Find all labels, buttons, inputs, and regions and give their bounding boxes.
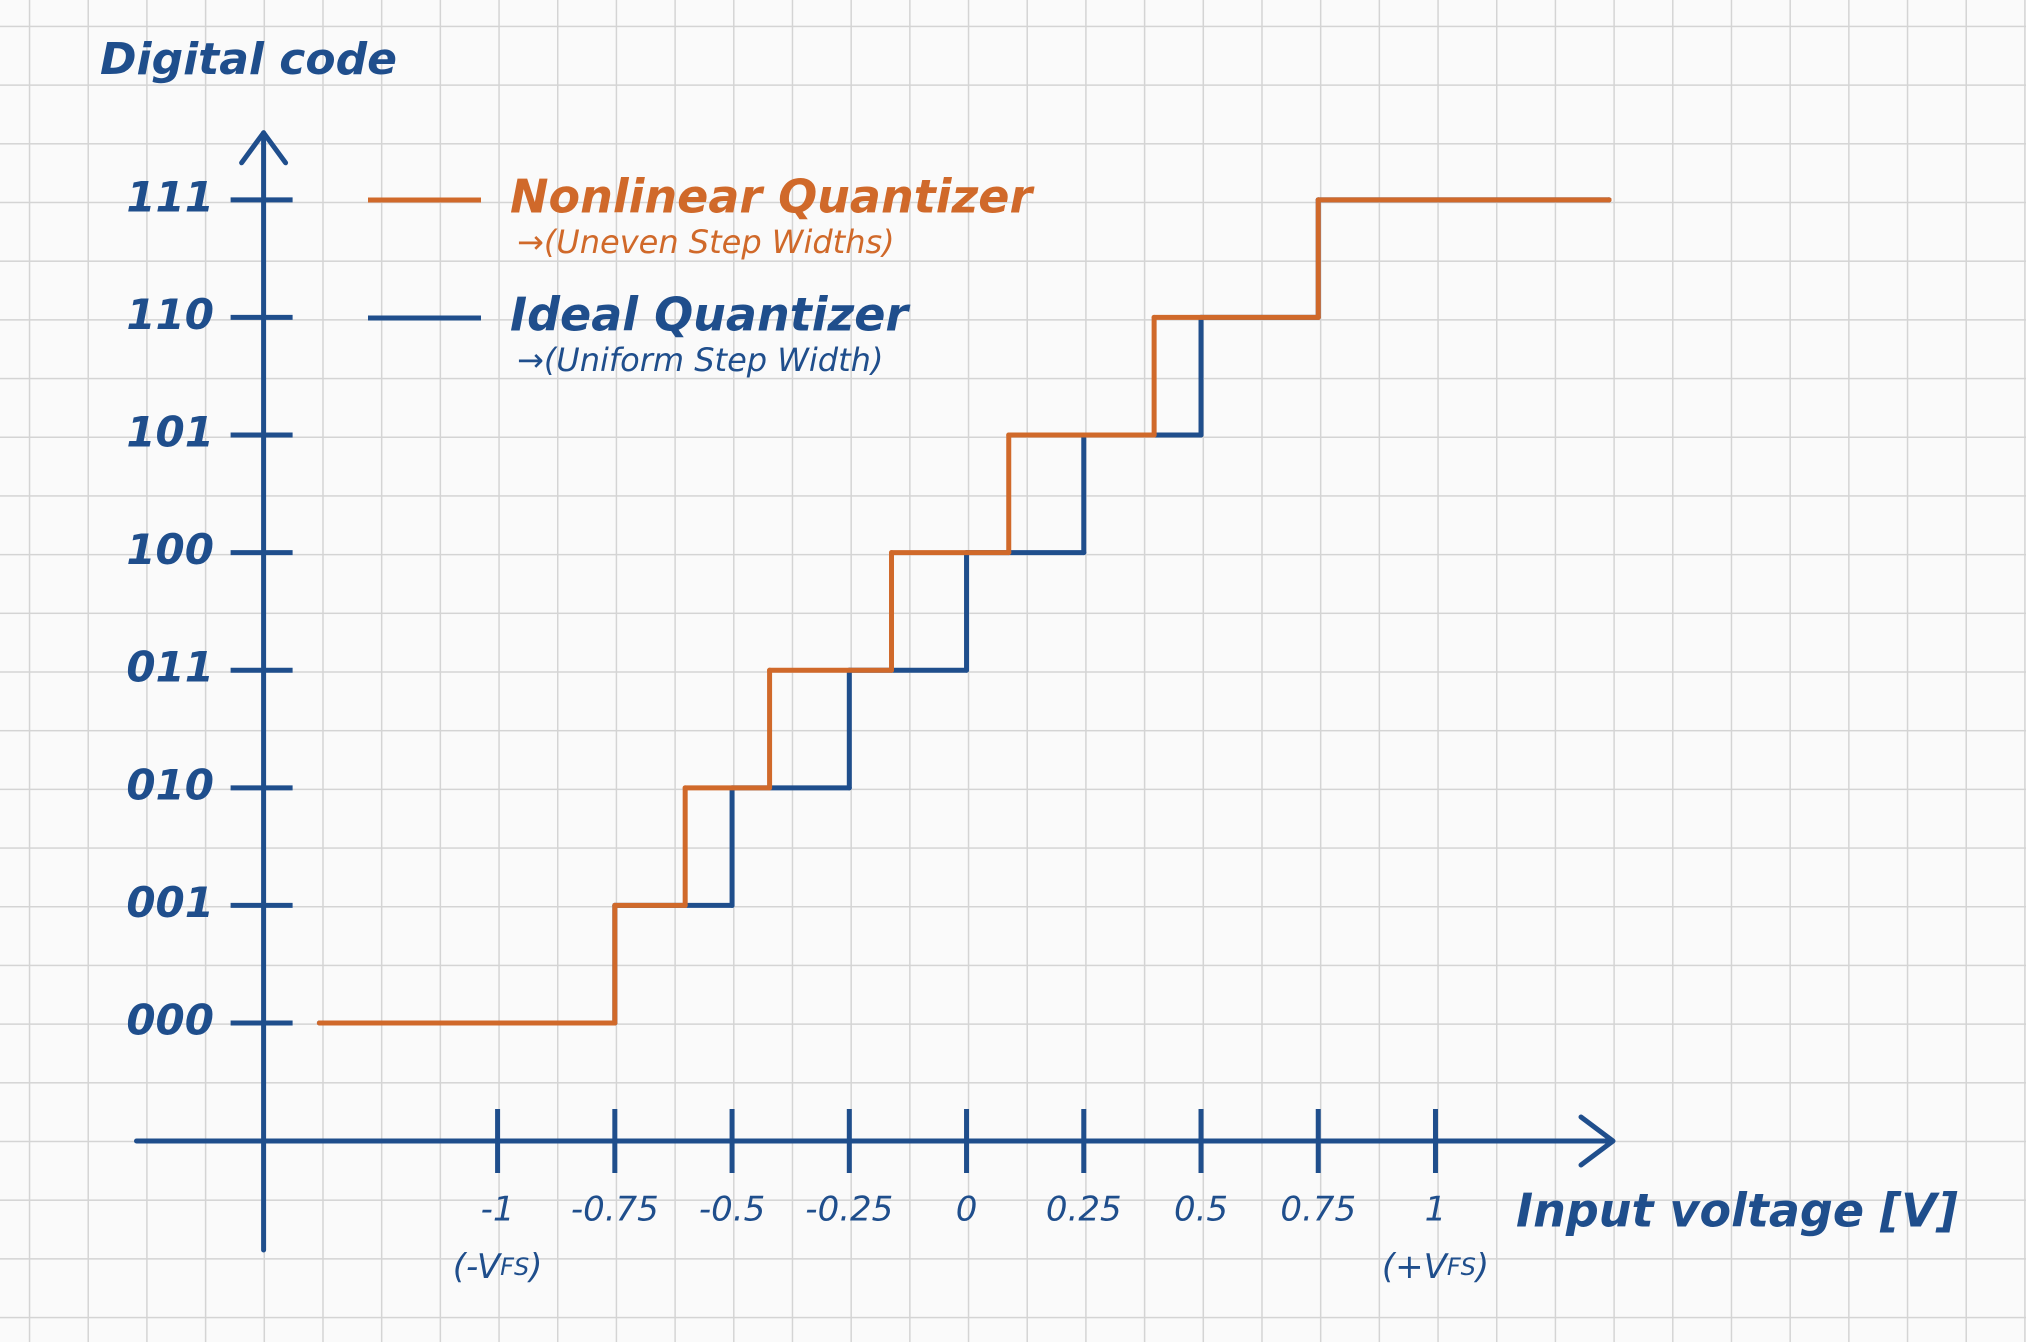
x-tick-note-part: (-V <box>453 1247 503 1287</box>
y-tick-label: 010 <box>126 760 214 809</box>
y-axis-arrow <box>239 130 289 166</box>
x-tick-label: -0.25 <box>805 1190 893 1230</box>
legend-note: →(Uneven Step Widths) <box>517 223 895 261</box>
y-tick-label: 001 <box>126 878 214 927</box>
x-axis-title: Input voltage [V] <box>1516 1184 1958 1238</box>
y-tick-label: 101 <box>126 408 214 457</box>
legend-label: Ideal Quantizer <box>510 288 911 342</box>
x-tick-label: 0.25 <box>1046 1190 1122 1230</box>
x-tick-label: 1 <box>1425 1190 1447 1230</box>
x-tick-note-part: ) <box>526 1247 542 1287</box>
x-axis-arrow <box>1578 1114 1616 1168</box>
y-tick-label: 110 <box>126 290 214 339</box>
legend-note: →(Uniform Step Width) <box>517 341 883 379</box>
x-tick-note-subscript: FS <box>500 1253 529 1281</box>
y-tick-label: 000 <box>126 996 214 1045</box>
x-tick-label: -0.75 <box>571 1190 659 1230</box>
x-tick-label: 0 <box>956 1190 978 1230</box>
x-tick-note: (+VFS) <box>1382 1247 1489 1287</box>
x-tick-note-part: (+V <box>1382 1247 1450 1287</box>
x-tick-label: -0.5 <box>699 1190 765 1230</box>
y-axis-title: Digital code <box>100 34 397 85</box>
y-tick-label: 011 <box>126 643 214 692</box>
x-tick-label: 0.75 <box>1280 1190 1356 1230</box>
x-tick-note-subscript: FS <box>1447 1253 1476 1281</box>
x-tick-label: 0.5 <box>1174 1190 1228 1230</box>
x-tick-note: (-VFS) <box>453 1247 543 1287</box>
x-tick-label: -1 <box>481 1190 515 1230</box>
y-tick-label: 111 <box>126 172 214 221</box>
x-tick-note-part: ) <box>1473 1247 1489 1287</box>
legend-label: Nonlinear Quantizer <box>510 170 1035 224</box>
y-tick-label: 100 <box>126 525 214 574</box>
